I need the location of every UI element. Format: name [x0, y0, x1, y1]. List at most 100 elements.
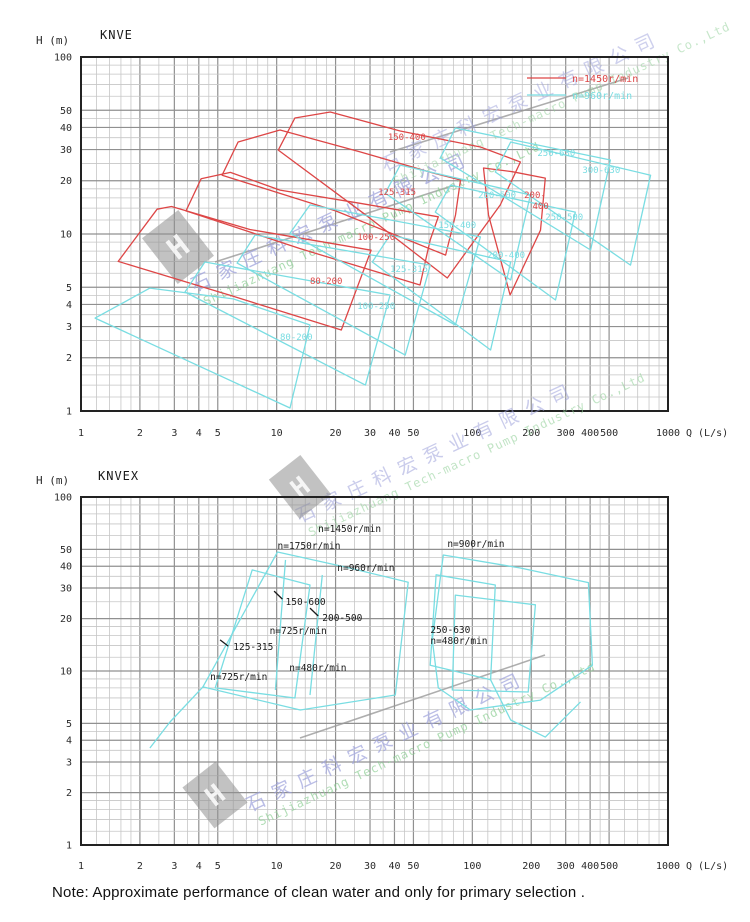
curve-label: n=725r/min — [270, 626, 327, 637]
x-tick-label: 1000 — [656, 861, 680, 872]
curve-150-400 n=1450 — [277, 111, 522, 279]
watermark-logo: H — [142, 209, 214, 285]
curve-right-tail — [490, 679, 581, 738]
curve-left-envelope-125-315 — [214, 569, 311, 699]
y-tick-label: 10 — [60, 667, 72, 678]
x-tick-label: 1 — [78, 861, 84, 872]
curve-label: 125-315 — [233, 642, 273, 653]
y-tick-label: 50 — [60, 106, 72, 117]
curve-label: 100-250 — [357, 233, 395, 243]
y-tick-label: 2 — [66, 353, 72, 364]
x-tick-label: 4 — [196, 861, 202, 872]
x-tick-labels: 1 2 3 4 5 10 20 30 40 50 100 200 300 400 500 1000 — [78, 428, 680, 439]
curve-label: 200- — [524, 191, 546, 201]
curve-label: n=1450r/min — [318, 524, 381, 535]
legend-label: n=1450r/min — [572, 74, 638, 85]
x-tick-label: 1 — [78, 428, 84, 439]
curve-label: n=480r/min — [430, 636, 487, 647]
curve-100-250 n=960 — [184, 261, 391, 386]
x-axis-unit: Q (L/s) — [686, 861, 728, 872]
curve-label: 150-400 — [388, 133, 426, 143]
y-tick-label: 5 — [66, 283, 72, 294]
y-tick-label: 3 — [66, 757, 72, 768]
x-tick-label: 3 — [171, 861, 177, 872]
y-tick-label: 10 — [60, 230, 72, 241]
curve-200-500 n=960 — [384, 164, 532, 281]
curve-left-divider-2 — [274, 559, 287, 691]
curve-200-400 n=1450 — [482, 167, 546, 296]
y-tick-label: 100 — [54, 53, 72, 64]
x-tick-label: 100 — [463, 861, 481, 872]
watermark-english: Shijiazhuang Tech-macro Pump Industry Co… — [256, 659, 597, 828]
watermark-line — [299, 654, 546, 739]
x-tick-label: 500 — [600, 428, 618, 439]
x-tick-label: 40 — [388, 428, 400, 439]
y-tick-labels: 1 2 3 4 5 10 20 30 40 50 100 — [54, 493, 72, 852]
x-tick-label: 2 — [137, 861, 143, 872]
watermark-line — [389, 77, 629, 153]
x-tick-label: 400 — [581, 861, 599, 872]
y-tick-label: 30 — [60, 583, 72, 594]
curve-leader-125-315 — [219, 639, 229, 647]
curve-label: n=480r/min — [289, 663, 346, 674]
x-tick-label: 5 — [215, 861, 221, 872]
curve-right-envelope-outer-250-630 — [431, 554, 594, 711]
y-tick-labels: 1 2 3 4 5 10 20 30 40 50 100 — [54, 53, 72, 418]
curve-left-divider-1 — [309, 574, 323, 696]
curve-label: 150-600 — [286, 597, 326, 608]
x-tick-label: 10 — [271, 861, 283, 872]
series — [149, 551, 594, 749]
chart-title: KNVE — [100, 28, 133, 42]
watermark-logo: H — [182, 761, 248, 829]
x-tick-label: 30 — [364, 861, 376, 872]
plot-border — [80, 496, 669, 846]
x-tick-labels: 1 2 3 4 5 10 20 30 40 50 100 200 300 400 500 1000 — [78, 861, 680, 872]
curve-200-400 n=960 — [371, 234, 512, 351]
x-tick-label: 300 — [557, 428, 575, 439]
curve-label: 200-400 — [487, 251, 525, 261]
y-tick-label: 5 — [66, 719, 72, 730]
curve-80-200 n=960 — [94, 287, 311, 409]
legend: n=1450r/min n=960r/min — [527, 74, 638, 102]
curve-label: 100-250 — [357, 302, 395, 312]
curve-80-200 n=1450 — [117, 205, 372, 331]
curve-label: 80-200 — [280, 333, 313, 343]
curve-150-400 n=960 — [289, 204, 482, 326]
curve-label: 250-630 — [537, 149, 575, 159]
x-tick-label: 20 — [330, 861, 342, 872]
curve-label: 400 — [533, 202, 549, 212]
curve-right-envelope-inner-1 — [429, 574, 496, 681]
y-tick-label: 1 — [66, 841, 72, 852]
x-tick-label: 5 — [215, 428, 221, 439]
curve-250-500 n=960 — [434, 184, 576, 301]
footnote: Note: Approximate performance of clean w… — [52, 884, 586, 901]
curve-leader-200-500 — [309, 607, 319, 617]
curve-leader-150-600 — [273, 590, 283, 600]
grid — [80, 56, 669, 412]
curve-125-315 n=1450 — [221, 129, 462, 256]
x-tick-label: 50 — [407, 861, 419, 872]
curve-labels: 150-400 125-315 100-250 80-200 200-400 150-40… — [280, 133, 620, 343]
x-tick-label: 50 — [407, 428, 419, 439]
curve-right-envelope-inner-2 — [451, 594, 537, 693]
x-tick-label: 4 — [196, 428, 202, 439]
y-tick-label: 50 — [60, 545, 72, 556]
curve-label: 200-500 — [322, 613, 362, 624]
y-tick-label: 4 — [66, 736, 72, 747]
curve-left-tail — [149, 686, 204, 749]
logo-square — [268, 454, 332, 520]
x-tick-label: 200 — [522, 861, 540, 872]
watermark-logo: H — [268, 454, 332, 520]
x-tick-label: 10 — [271, 428, 283, 439]
x-tick-label: 3 — [171, 428, 177, 439]
series — [94, 111, 652, 409]
x-tick-label: 2 — [137, 428, 143, 439]
x-tick-label: 20 — [330, 428, 342, 439]
legend-label: n=960r/min — [572, 91, 632, 102]
x-axis-unit: Q (L/s) — [686, 428, 728, 439]
x-tick-label: 40 — [388, 861, 400, 872]
curve-label: 125-315 — [390, 265, 428, 275]
